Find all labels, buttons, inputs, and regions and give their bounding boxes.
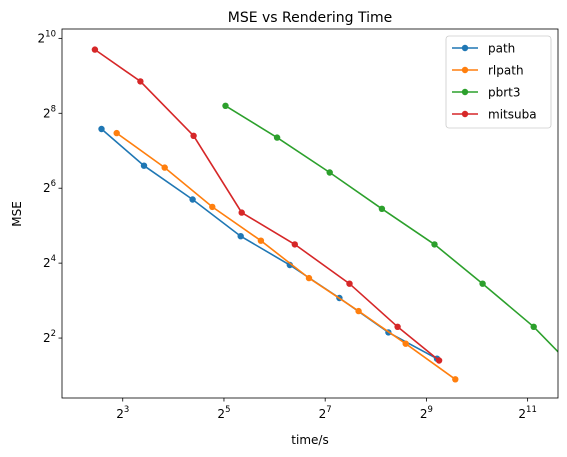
legend-swatch-marker — [461, 66, 469, 74]
data-point-path-1 — [140, 162, 148, 169]
x-tick-label-1: 25 — [217, 405, 230, 421]
data-point-mitsuba-0 — [91, 46, 99, 53]
data-point-rlpath-6 — [402, 340, 409, 347]
data-point-rlpath-0 — [113, 129, 120, 137]
legend-label: mitsuba — [488, 108, 537, 122]
y-tick-label-4: 210 — [38, 29, 56, 45]
x-tick-label-4: 211 — [518, 405, 536, 421]
x-axis: 23 25 27 29 211 — [116, 398, 537, 421]
legend: path rlpath pbrt3 mitsuba — [445, 35, 552, 129]
data-point-pbrt3-4 — [431, 241, 438, 248]
data-point-rlpath-3 — [257, 237, 265, 244]
series-line-pbrt3 — [225, 105, 558, 353]
data-point-mitsuba-2 — [190, 132, 197, 139]
data-point-rlpath-5 — [355, 307, 362, 315]
x-tick-label-2: 27 — [319, 405, 332, 421]
y-tick-label-2: 26 — [43, 179, 56, 195]
data-point-rlpath-2 — [209, 203, 216, 211]
series-rlpath — [113, 129, 459, 383]
legend-item-rlpath: rlpath — [452, 64, 524, 78]
legend-label: rlpath — [488, 64, 524, 78]
legend-item-pbrt3: pbrt3 — [452, 86, 521, 100]
y-tick-label-3: 28 — [43, 104, 56, 120]
data-point-mitsuba-1 — [137, 78, 144, 85]
legend-label: path — [488, 42, 515, 56]
legend-box — [445, 35, 552, 129]
plot-frame — [61, 28, 559, 399]
data-point-rlpath-1 — [161, 164, 168, 171]
y-axis-label: MSE — [10, 201, 24, 227]
chart-title: MSE vs Rendering Time — [228, 10, 393, 26]
y-tick-label-1: 24 — [43, 254, 56, 270]
legend-swatch-marker — [461, 110, 469, 118]
data-point-rlpath-7 — [452, 376, 459, 383]
data-point-pbrt3-3 — [378, 205, 386, 212]
data-point-path-2 — [189, 196, 196, 203]
data-point-pbrt3-2 — [326, 169, 333, 176]
legend-label: pbrt3 — [488, 86, 521, 100]
data-point-path-4 — [286, 261, 293, 269]
data-point-mitsuba-4 — [291, 241, 298, 248]
data-point-rlpath-4 — [305, 274, 313, 282]
series-pbrt3 — [222, 102, 558, 353]
series-mitsuba — [91, 46, 443, 364]
data-point-mitsuba-7 — [435, 357, 443, 364]
data-point-pbrt3-0 — [222, 102, 229, 110]
y-tick-label-0: 22 — [43, 329, 56, 345]
x-tick-label-0: 23 — [116, 405, 129, 421]
data-point-path-3 — [237, 233, 244, 240]
data-point-mitsuba-6 — [394, 323, 401, 330]
plot-area — [91, 46, 558, 383]
y-axis: 22 24 26 28 210 — [38, 29, 62, 345]
x-axis-label: time/s — [291, 433, 328, 447]
x-tick-label-3: 29 — [420, 405, 433, 421]
data-point-mitsuba-3 — [238, 209, 245, 216]
data-point-path-0 — [98, 125, 105, 133]
data-point-pbrt3-1 — [273, 134, 281, 141]
legend-swatch-marker — [461, 88, 469, 96]
series-line-rlpath — [116, 132, 456, 380]
data-point-pbrt3-5 — [479, 280, 486, 287]
series-line-mitsuba — [94, 48, 440, 362]
legend-item-path: path — [452, 42, 515, 56]
legend-item-mitsuba: mitsuba — [452, 108, 537, 122]
data-point-mitsuba-5 — [346, 280, 353, 287]
data-point-pbrt3-6 — [530, 323, 537, 330]
legend-swatch-marker — [461, 44, 469, 52]
